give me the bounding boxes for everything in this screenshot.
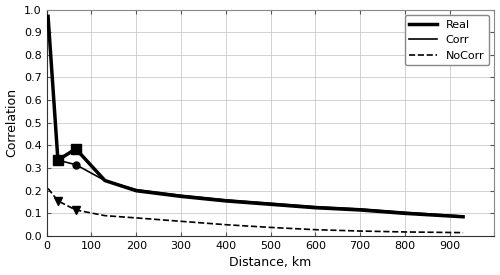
Corr (357, 207, 363, 210)
Real (45, 15, 51, 18)
Corr (102, 179, 108, 182)
Real (357, 208, 363, 212)
Real (402, 212, 408, 215)
NoCorr (223, 223, 229, 226)
Corr (45, 15, 51, 18)
Real (134, 189, 140, 192)
Corr (73, 163, 79, 166)
NoCorr (402, 230, 408, 233)
Corr (268, 202, 274, 205)
Corr (460, 214, 466, 218)
Real (102, 179, 108, 182)
NoCorr (45, 187, 51, 190)
Real (55, 158, 61, 162)
Corr (402, 211, 408, 214)
NoCorr (73, 208, 79, 212)
NoCorr (178, 220, 184, 223)
Line: Corr: Corr (48, 16, 463, 216)
NoCorr (268, 226, 274, 229)
Legend: Real, Corr, NoCorr: Real, Corr, NoCorr (404, 15, 489, 65)
Corr (223, 198, 229, 202)
Corr (55, 158, 61, 162)
Corr (134, 188, 140, 191)
Real (312, 206, 318, 209)
Y-axis label: Correlation: Correlation (6, 88, 18, 157)
NoCorr (357, 229, 363, 233)
NoCorr (134, 216, 140, 219)
Corr (312, 205, 318, 208)
Line: NoCorr: NoCorr (48, 188, 463, 233)
Real (223, 199, 229, 203)
NoCorr (312, 228, 318, 231)
Real (73, 147, 79, 150)
NoCorr (55, 199, 61, 203)
Real (268, 203, 274, 206)
Real (460, 215, 466, 218)
Line: Real: Real (48, 16, 463, 217)
NoCorr (102, 214, 108, 217)
Real (178, 195, 184, 198)
X-axis label: Distance, km: Distance, km (230, 257, 312, 269)
Corr (178, 194, 184, 197)
NoCorr (460, 231, 466, 234)
